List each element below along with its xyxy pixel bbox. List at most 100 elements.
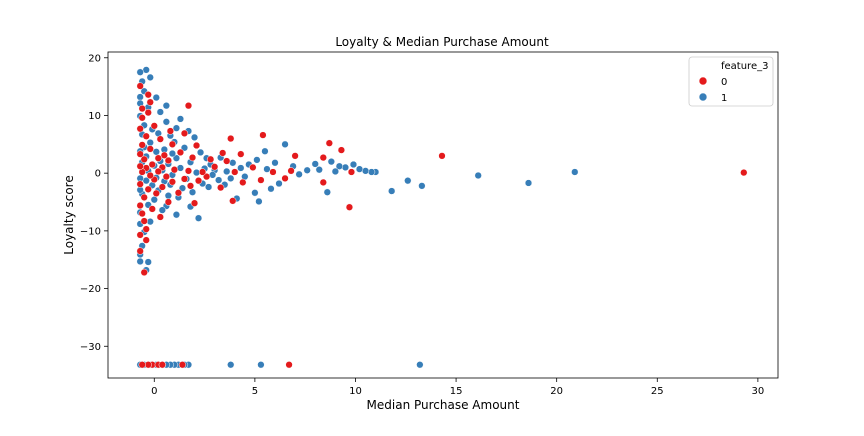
data-point-series-1 (335, 162, 344, 170)
data-point-series-0 (178, 361, 187, 369)
data-point-series-0 (319, 178, 327, 187)
x-tick-label: 25 (651, 386, 664, 397)
data-point-series-1 (331, 167, 340, 176)
data-point-series-1 (323, 188, 331, 196)
points-layer (136, 66, 748, 369)
data-point-series-0 (337, 146, 346, 154)
data-point-series-0 (202, 172, 211, 181)
legend-label-1: 1 (721, 93, 727, 104)
data-point-series-1 (255, 197, 263, 206)
data-point-series-1 (253, 156, 261, 164)
data-point-series-0 (144, 361, 152, 369)
data-point-series-0 (156, 213, 164, 221)
data-point-series-0 (136, 247, 144, 255)
data-point-series-1 (416, 361, 424, 369)
data-point-series-0 (174, 189, 183, 197)
data-point-series-1 (315, 166, 323, 174)
data-point-series-1 (571, 168, 579, 176)
data-point-series-1 (267, 185, 275, 193)
data-point-series-0 (188, 153, 197, 162)
data-point-series-0 (257, 176, 265, 184)
data-point-series-0 (190, 199, 199, 207)
data-point-series-0 (223, 157, 231, 165)
data-point-series-0 (144, 185, 152, 193)
data-point-series-0 (152, 189, 160, 198)
data-point-series-1 (349, 160, 358, 169)
data-point-series-0 (184, 102, 193, 110)
data-point-series-1 (367, 168, 376, 176)
data-point-series-1 (142, 66, 150, 74)
data-point-series-1 (162, 102, 171, 110)
data-point-series-0 (140, 217, 148, 225)
data-point-series-0 (194, 177, 203, 185)
data-point-series-1 (204, 183, 213, 191)
data-point-series-0 (237, 150, 245, 158)
data-point-series-0 (142, 132, 150, 140)
data-point-series-0 (291, 152, 299, 160)
data-point-series-1 (341, 163, 350, 172)
data-point-series-0 (162, 172, 171, 181)
data-point-series-0 (164, 156, 173, 165)
data-point-series-1 (146, 138, 154, 147)
data-point-series-0 (144, 108, 152, 117)
x-tick-label: 20 (550, 386, 563, 397)
data-point-series-0 (144, 91, 152, 99)
data-point-series-0 (136, 162, 144, 170)
data-point-series-1 (180, 144, 189, 152)
data-point-series-1 (188, 188, 197, 196)
data-point-series-0 (287, 167, 295, 175)
data-point-series-0 (269, 168, 277, 176)
data-point-series-0 (281, 174, 289, 183)
data-point-series-0 (180, 175, 189, 183)
data-point-series-1 (355, 165, 364, 173)
data-point-series-0 (146, 98, 154, 106)
data-point-series-0 (136, 125, 144, 133)
data-point-series-0 (206, 155, 215, 163)
data-point-series-0 (192, 141, 201, 150)
data-point-series-0 (158, 361, 166, 369)
data-point-series-0 (170, 166, 179, 174)
data-point-series-1 (136, 93, 144, 101)
data-point-series-1 (281, 140, 289, 148)
data-point-series-0 (231, 168, 239, 176)
data-point-series-0 (136, 150, 144, 158)
data-point-series-1 (172, 124, 181, 132)
data-point-series-1 (164, 192, 173, 200)
data-point-series-1 (176, 164, 185, 172)
legend-marker-0 (698, 76, 708, 86)
data-point-series-1 (152, 148, 160, 156)
plot-frame (107, 51, 779, 379)
x-tick-label: 30 (752, 386, 765, 397)
y-tick-label: 10 (88, 111, 101, 122)
data-point-series-0 (140, 155, 148, 163)
data-point-series-0 (138, 104, 146, 113)
data-point-series-0 (138, 209, 146, 218)
data-point-series-0 (319, 153, 327, 162)
data-point-series-1 (474, 171, 482, 180)
data-point-series-0 (140, 193, 148, 202)
data-point-series-1 (404, 177, 412, 185)
data-point-series-1 (194, 214, 203, 222)
legend: feature_3 0 1 (688, 56, 774, 107)
data-point-series-1 (237, 164, 245, 172)
data-point-series-1 (178, 184, 187, 192)
data-point-series-0 (138, 114, 146, 122)
data-point-series-0 (217, 183, 225, 192)
data-point-series-1 (208, 171, 217, 179)
legend-title: feature_3 (721, 61, 768, 72)
data-point-series-1 (361, 167, 370, 175)
data-point-series-0 (148, 160, 156, 169)
data-point-series-1 (168, 149, 177, 158)
x-axis-label: Median Purchase Amount (367, 398, 520, 412)
data-point-series-1 (172, 154, 181, 162)
data-point-series-1 (229, 159, 237, 167)
data-point-series-0 (168, 178, 177, 186)
data-point-series-1 (227, 361, 235, 369)
data-point-series-1 (146, 217, 154, 226)
data-point-series-1 (176, 115, 185, 123)
data-point-series-1 (311, 160, 319, 168)
data-point-series-0 (138, 361, 146, 369)
data-point-series-0 (166, 127, 175, 135)
data-point-series-1 (271, 159, 279, 167)
x-tick-label: 10 (349, 386, 362, 397)
